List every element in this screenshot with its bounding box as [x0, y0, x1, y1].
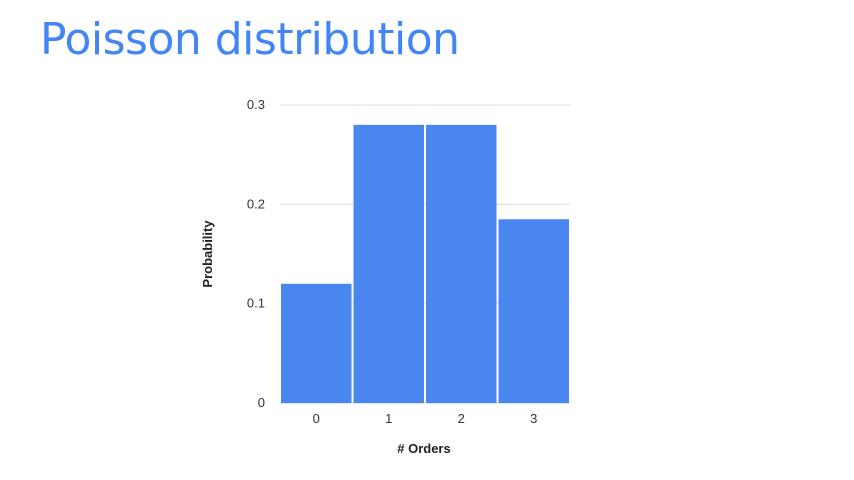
y-tick-label: 0.1	[247, 296, 265, 311]
x-tick-label: 3	[530, 411, 537, 426]
bar-1	[353, 124, 424, 403]
x-tick-label: 0	[313, 411, 320, 426]
bar-2	[426, 124, 497, 403]
bars	[281, 124, 569, 403]
y-tick-label: 0.3	[247, 97, 265, 112]
y-tick-labels: 0 0.1 0.2 0.3	[247, 97, 265, 410]
y-tick-label: 0	[258, 395, 265, 410]
bar-3	[498, 219, 569, 403]
y-axis-title: Probability	[200, 220, 215, 288]
x-tick-label: 1	[385, 411, 392, 426]
bar-0	[281, 283, 352, 403]
x-tick-label: 2	[458, 411, 465, 426]
y-tick-label: 0.2	[247, 196, 265, 211]
slide-title: Poisson distribution	[40, 14, 460, 65]
x-axis-title: # Orders	[397, 441, 450, 456]
x-tick-labels: 0 1 2 3	[313, 411, 538, 426]
